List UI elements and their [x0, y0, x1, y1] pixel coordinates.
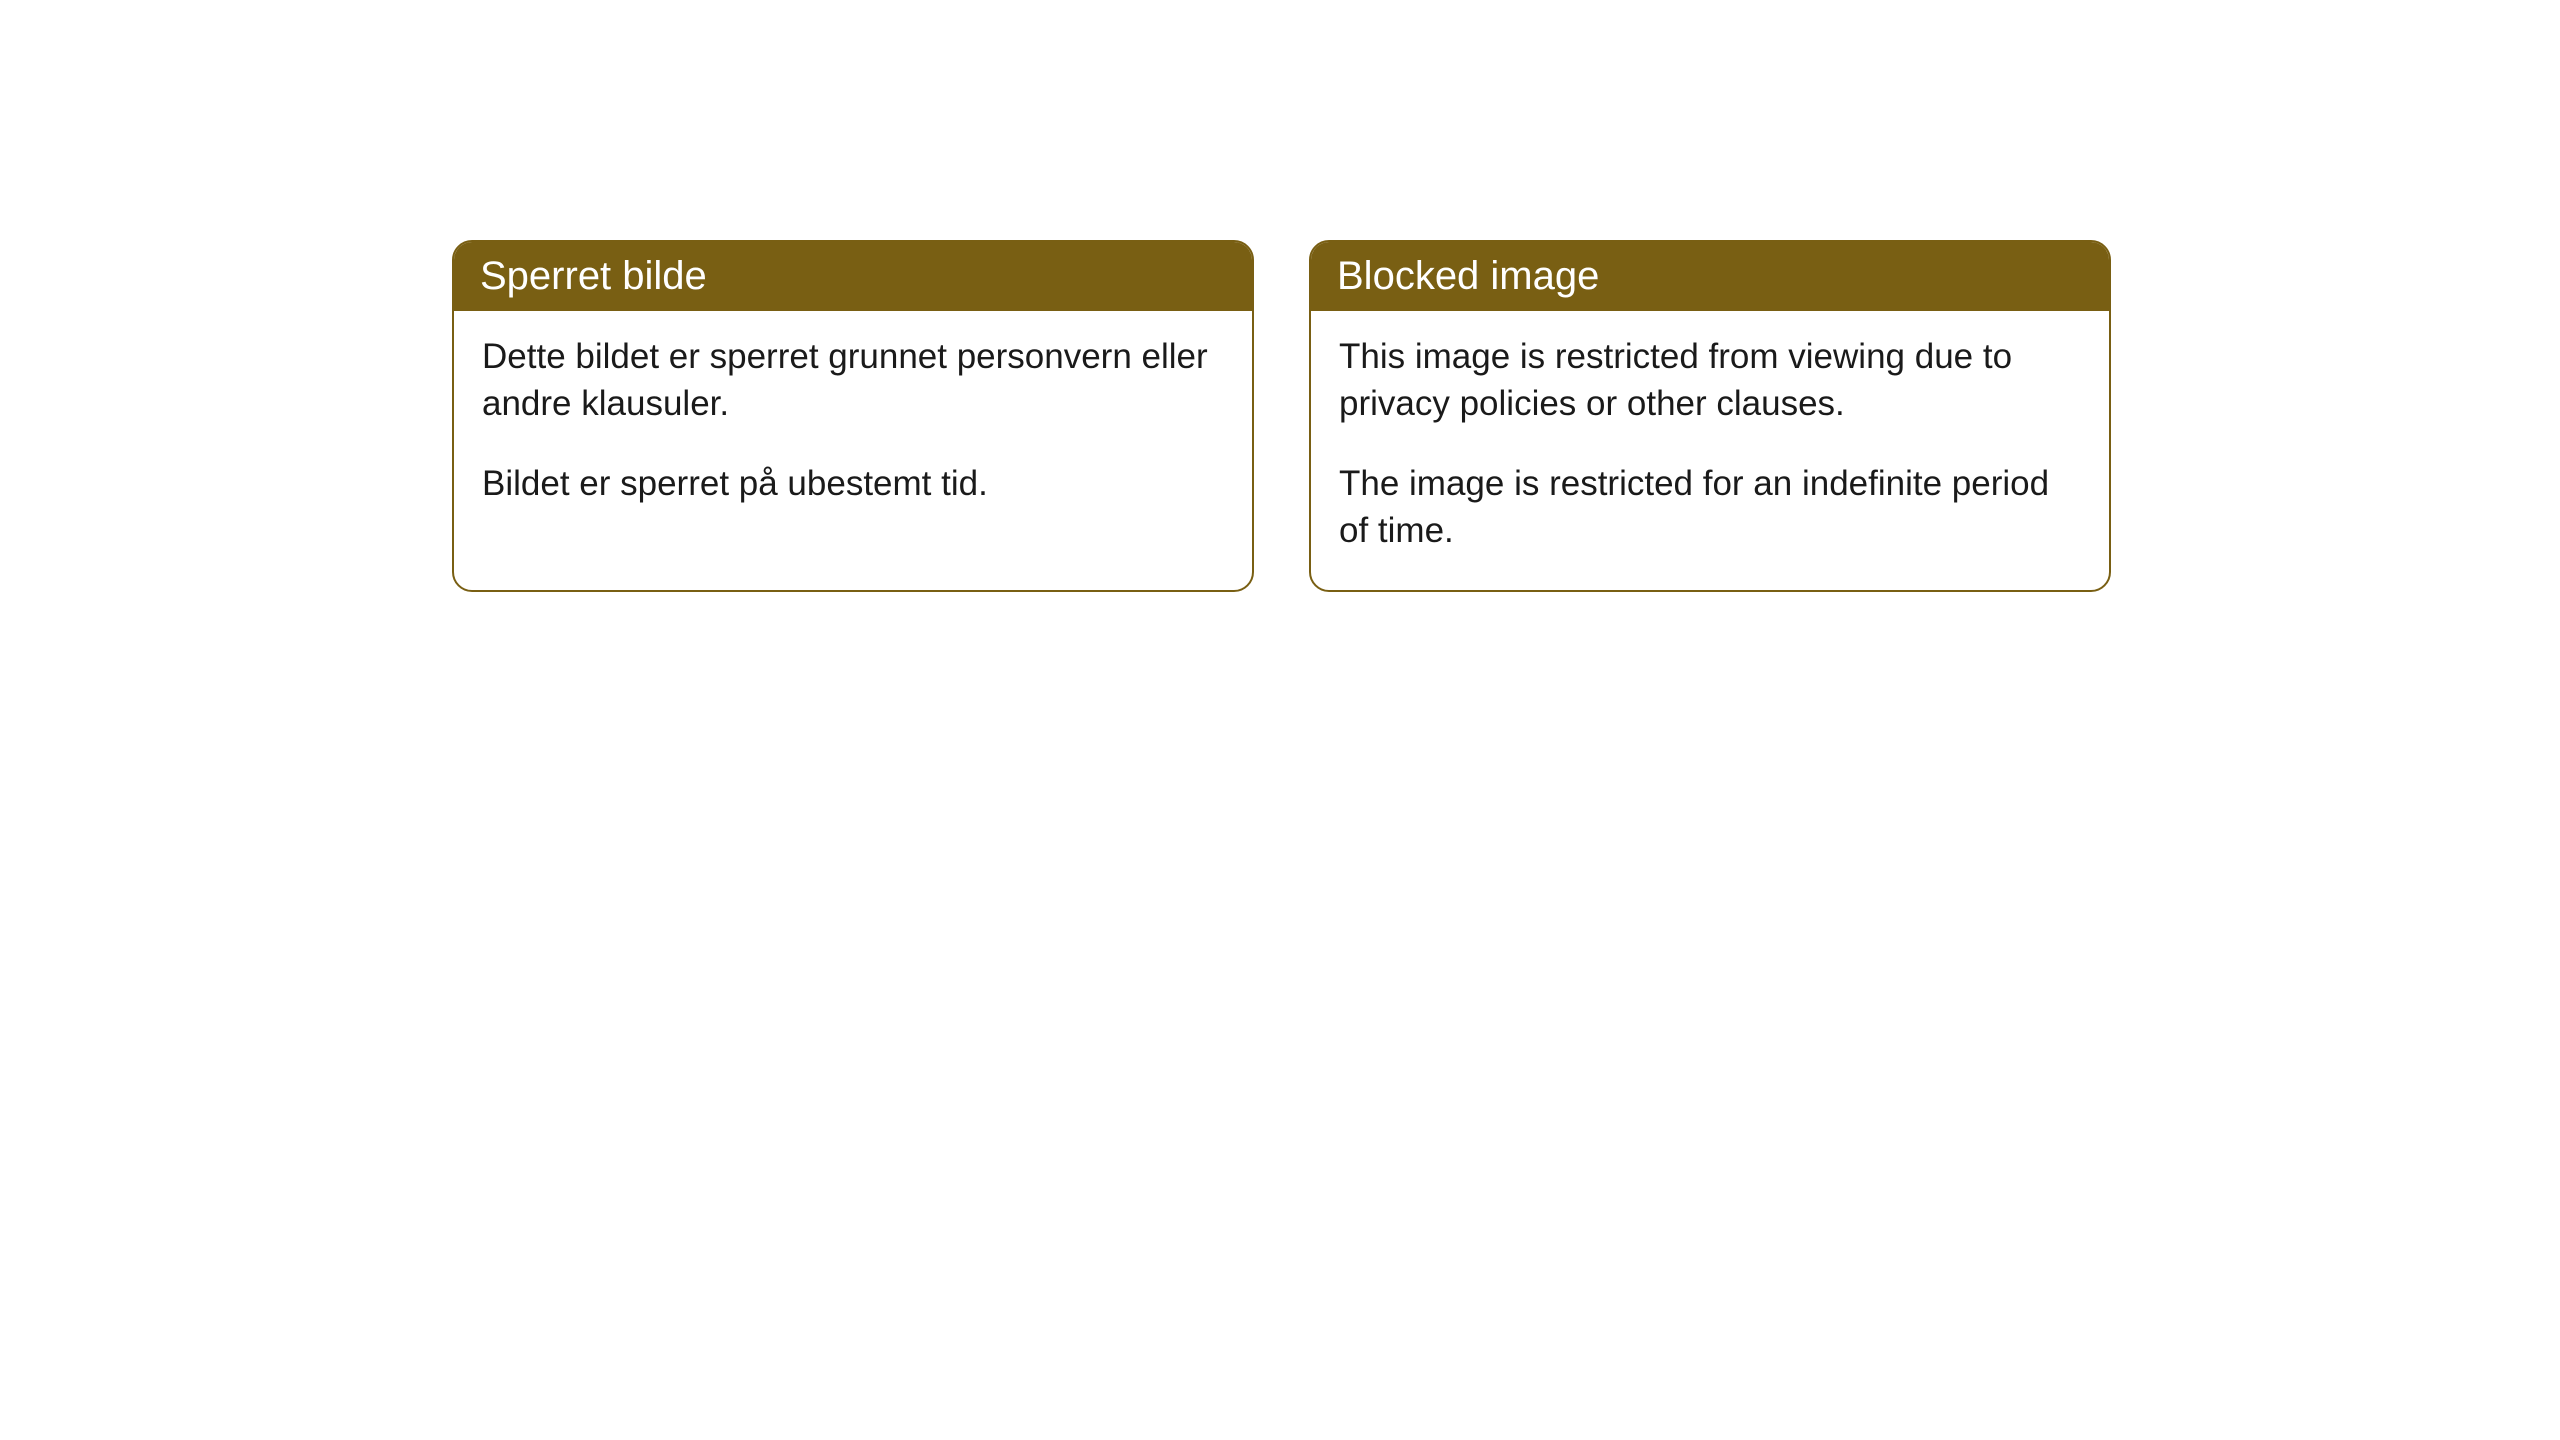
notice-card-english: Blocked image This image is restricted f…: [1309, 240, 2111, 592]
card-paragraph: This image is restricted from viewing du…: [1339, 333, 2081, 428]
notice-container: Sperret bilde Dette bildet er sperret gr…: [0, 0, 2560, 592]
card-body-norwegian: Dette bildet er sperret grunnet personve…: [454, 311, 1252, 543]
card-title-english: Blocked image: [1337, 254, 1599, 298]
card-paragraph: Bildet er sperret på ubestemt tid.: [482, 460, 1224, 507]
card-header-english: Blocked image: [1311, 242, 2109, 311]
card-paragraph: Dette bildet er sperret grunnet personve…: [482, 333, 1224, 428]
card-header-norwegian: Sperret bilde: [454, 242, 1252, 311]
notice-card-norwegian: Sperret bilde Dette bildet er sperret gr…: [452, 240, 1254, 592]
card-paragraph: The image is restricted for an indefinit…: [1339, 460, 2081, 555]
card-title-norwegian: Sperret bilde: [480, 254, 707, 298]
card-body-english: This image is restricted from viewing du…: [1311, 311, 2109, 590]
